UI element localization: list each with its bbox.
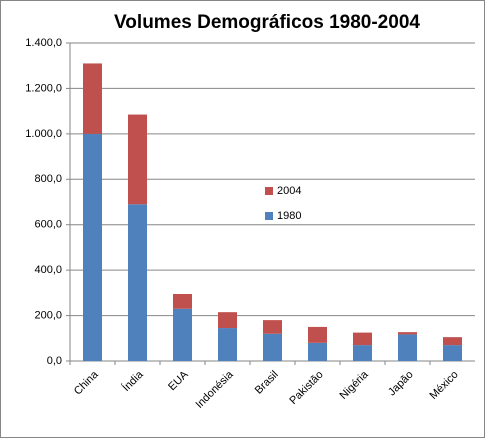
y-tick-label: 1.000,0	[25, 128, 62, 140]
legend-label: 2004	[277, 185, 301, 197]
y-tick-label: 400,0	[34, 264, 62, 276]
bar	[128, 114, 147, 205]
chart-title: Volumes Demográficos 1980-2004	[114, 12, 420, 33]
y-tick-label: 200,0	[34, 309, 62, 321]
y-tick-label: 600,0	[34, 219, 62, 231]
bar	[443, 337, 462, 346]
bar	[308, 326, 327, 343]
y-tick-label: 1.200,0	[25, 82, 62, 94]
bar	[353, 332, 372, 346]
bar	[173, 293, 192, 309]
bar	[218, 328, 237, 361]
y-tick-label: 0,0	[47, 355, 62, 367]
bar	[218, 312, 237, 329]
bar	[353, 345, 372, 361]
legend-swatch	[265, 187, 273, 195]
bar	[83, 63, 102, 134]
bar	[398, 332, 417, 335]
legend-label: 1980	[277, 210, 301, 222]
bar	[263, 333, 282, 361]
bar	[263, 320, 282, 334]
bar	[128, 204, 147, 361]
y-tick-label: 1.400,0	[25, 37, 62, 49]
y-tick-label: 800,0	[34, 173, 62, 185]
bar	[308, 342, 327, 361]
legend-swatch	[265, 212, 273, 220]
bar	[398, 334, 417, 361]
bar	[83, 133, 102, 361]
bar	[173, 308, 192, 361]
bar	[443, 345, 462, 361]
